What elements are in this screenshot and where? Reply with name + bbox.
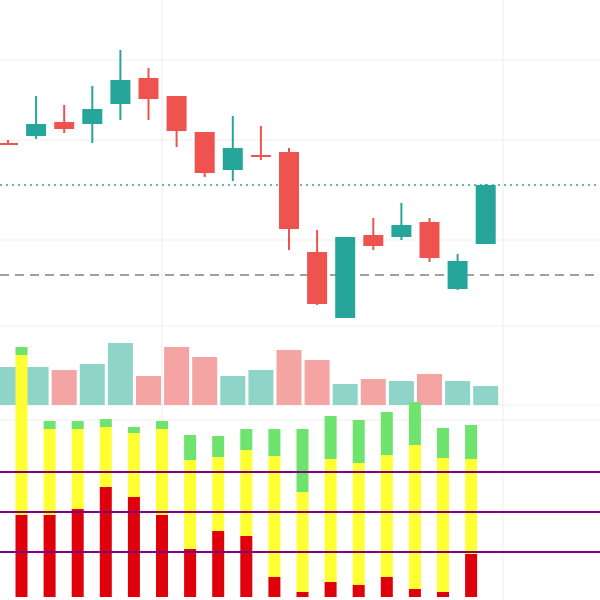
indicator-bar-green xyxy=(15,347,28,355)
volume-bar xyxy=(23,367,49,405)
candle-body xyxy=(419,222,440,258)
indicator-bar-green xyxy=(324,416,337,459)
volume-bar xyxy=(79,364,105,405)
candle-body xyxy=(250,155,271,157)
volume-bar xyxy=(136,376,161,405)
indicator-bar-green xyxy=(127,427,140,433)
indicator-bar-green xyxy=(268,429,281,456)
indicator-bar-green xyxy=(408,402,421,445)
indicator-bar-green xyxy=(71,421,84,429)
indicator-bar-green xyxy=(184,435,197,460)
indicator-bar-red xyxy=(127,497,140,597)
indicator-bar-yellow xyxy=(127,433,140,497)
volume-bar xyxy=(164,347,190,405)
candle-body xyxy=(54,122,75,129)
volume-series xyxy=(0,343,499,405)
indicator-bar-yellow xyxy=(99,427,112,487)
volume-bar xyxy=(332,384,358,405)
indicator-bar-red xyxy=(15,515,28,597)
indicator-bar-green xyxy=(465,425,478,459)
indicator-bar-green xyxy=(380,412,393,455)
indicator-bar-green xyxy=(437,428,449,458)
indicator-bar-red xyxy=(437,592,449,597)
indicator-bar-red xyxy=(184,549,197,597)
indicator-bar-red xyxy=(268,577,281,597)
indicator-bar-yellow xyxy=(268,456,281,577)
candle-body xyxy=(110,80,131,104)
indicator-bar-red xyxy=(156,515,168,597)
candle-body xyxy=(138,78,159,99)
indicator-series xyxy=(15,347,478,597)
indicator-bar-yellow xyxy=(296,492,309,592)
indicator-bar-yellow xyxy=(184,460,197,549)
candle-body xyxy=(475,185,496,244)
indicator-bar-red xyxy=(465,554,478,597)
indicator-bar-green xyxy=(296,429,309,492)
candle-body xyxy=(307,252,328,304)
volume-bar xyxy=(0,367,21,405)
indicator-bar-green xyxy=(212,436,225,457)
candle-body xyxy=(194,132,215,173)
indicator-bar-red xyxy=(99,487,112,597)
volume-bar xyxy=(304,360,330,405)
indicator-bar-red xyxy=(43,515,56,597)
volume-bar xyxy=(248,370,274,405)
indicator-bar-yellow xyxy=(240,450,253,536)
indicator-bar-yellow xyxy=(408,445,421,589)
indicator-bar-yellow xyxy=(212,457,225,531)
candle-body xyxy=(447,261,468,289)
volume-bar xyxy=(276,350,302,405)
candle-body xyxy=(222,148,243,170)
indicator-bar-yellow xyxy=(465,459,478,554)
indicator-reference-lines xyxy=(0,471,600,553)
indicator-bar-red xyxy=(212,531,225,597)
indicator-bar-red xyxy=(240,536,253,597)
volume-bar xyxy=(51,370,77,405)
candle-body xyxy=(166,96,187,131)
candle-body xyxy=(363,235,384,246)
volume-bar xyxy=(388,381,414,405)
indicator-bar-green xyxy=(240,429,253,450)
indicator-bar-green xyxy=(352,420,365,463)
volume-bar xyxy=(360,379,386,405)
candle-body xyxy=(82,109,103,124)
volume-bar xyxy=(192,357,218,405)
candle-body xyxy=(0,143,18,145)
indicator-bar-yellow xyxy=(71,429,84,509)
volume-bar xyxy=(473,386,499,405)
volume-bar xyxy=(107,343,133,405)
indicator-bar-green xyxy=(43,421,56,429)
indicator-bar-yellow xyxy=(380,455,393,577)
indicator-bar-yellow xyxy=(15,355,28,515)
indicator-bar-yellow xyxy=(437,458,449,592)
indicator-bar-green xyxy=(156,421,168,429)
price-reference-lines xyxy=(0,184,600,276)
indicator-bar-green xyxy=(99,419,112,427)
candle-body xyxy=(335,237,356,318)
indicator-bar-red xyxy=(380,577,393,597)
candlestick-series xyxy=(0,50,496,318)
indicator-bar-yellow xyxy=(324,459,337,582)
volume-bar xyxy=(417,374,442,405)
indicator-bar-yellow xyxy=(352,463,365,585)
indicator-bar-red xyxy=(352,585,365,597)
candle-body xyxy=(391,225,412,237)
indicator-bar-red xyxy=(296,592,309,597)
indicator-bar-red xyxy=(324,582,337,597)
candle-body xyxy=(26,124,47,136)
indicator-bar-red xyxy=(408,589,421,597)
volume-bar xyxy=(445,381,471,405)
candle-body xyxy=(279,152,299,229)
volume-bar xyxy=(220,376,246,405)
